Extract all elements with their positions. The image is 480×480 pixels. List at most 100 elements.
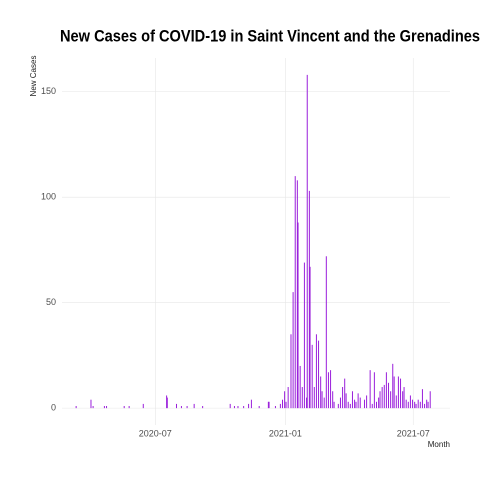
bar <box>90 399 92 409</box>
bar <box>402 391 404 409</box>
bar <box>303 262 305 409</box>
bar <box>106 406 108 409</box>
y-tick-label: 0 <box>51 403 56 413</box>
bar <box>397 376 399 409</box>
bar <box>321 391 323 409</box>
bar <box>426 399 428 409</box>
bar <box>294 176 296 409</box>
chart-title: New Cases of COVID-19 in Saint Vincent a… <box>60 26 480 45</box>
bar <box>373 372 375 409</box>
bar <box>392 363 394 409</box>
bar <box>243 406 245 409</box>
bar <box>268 401 270 409</box>
y-tick-label: 150 <box>41 86 56 96</box>
x-tick-label: 2021-07 <box>397 428 430 438</box>
bar <box>337 403 339 409</box>
bar <box>202 406 204 409</box>
bar <box>407 401 409 409</box>
bar <box>128 406 130 409</box>
bar <box>344 378 346 409</box>
bar <box>292 292 294 409</box>
bar <box>417 399 419 409</box>
bar <box>193 403 195 409</box>
bar <box>233 406 235 409</box>
y-axis-label: New Cases <box>29 56 38 97</box>
bar <box>381 387 383 409</box>
bar <box>296 180 298 409</box>
bar <box>309 266 311 409</box>
bar <box>166 395 168 409</box>
bar <box>351 391 353 409</box>
bar <box>354 399 356 409</box>
bar <box>166 397 168 409</box>
bar <box>287 387 289 409</box>
bar <box>290 334 292 409</box>
bar <box>332 391 334 409</box>
bar <box>359 397 361 409</box>
bar <box>284 391 286 409</box>
bar <box>75 406 77 409</box>
bar <box>405 399 407 409</box>
bar <box>311 344 313 409</box>
bar <box>274 406 276 409</box>
bar <box>345 393 347 409</box>
bar <box>395 395 397 409</box>
bar <box>414 401 416 409</box>
bar <box>390 391 392 409</box>
x-tick-label: 2020-07 <box>139 428 172 438</box>
bar <box>385 372 387 409</box>
bar <box>318 340 320 409</box>
bar <box>369 370 371 409</box>
bar <box>366 395 368 409</box>
bar <box>355 401 357 409</box>
bar <box>123 406 125 409</box>
y-tick-label: 50 <box>46 297 56 307</box>
bar <box>388 382 390 409</box>
bar <box>347 401 349 409</box>
bar <box>92 406 94 409</box>
bar <box>142 403 144 409</box>
bar <box>333 401 335 409</box>
bar <box>282 399 284 409</box>
bar <box>379 391 381 409</box>
bar <box>297 222 299 409</box>
bar <box>323 397 325 409</box>
bar <box>267 401 269 409</box>
bar <box>357 393 359 409</box>
bar <box>412 399 414 409</box>
bar <box>315 334 317 409</box>
bar <box>378 397 380 409</box>
bar <box>349 403 351 409</box>
bar <box>429 391 431 409</box>
y-tick-label: 100 <box>41 192 56 202</box>
bar <box>393 376 395 409</box>
bar <box>375 401 377 409</box>
bar <box>103 406 105 409</box>
bar <box>250 399 252 409</box>
bar <box>279 403 281 409</box>
bar <box>383 384 385 409</box>
bar <box>313 387 315 409</box>
bar <box>301 387 303 409</box>
bar <box>424 403 426 409</box>
x-axis-label: Month <box>428 440 450 449</box>
bar <box>400 378 402 409</box>
bar <box>415 403 417 409</box>
bar <box>258 406 260 409</box>
bar <box>327 372 329 409</box>
bar <box>299 365 301 409</box>
bar <box>186 406 188 409</box>
bar <box>427 401 429 409</box>
bar <box>306 74 308 409</box>
bar <box>180 406 182 409</box>
bar <box>371 403 373 409</box>
bar <box>330 370 332 409</box>
bar <box>229 403 231 409</box>
bar <box>175 403 177 409</box>
bar <box>363 399 365 409</box>
x-tick-label: 2021-01 <box>269 428 302 438</box>
bar <box>419 401 421 409</box>
bar <box>325 256 327 409</box>
